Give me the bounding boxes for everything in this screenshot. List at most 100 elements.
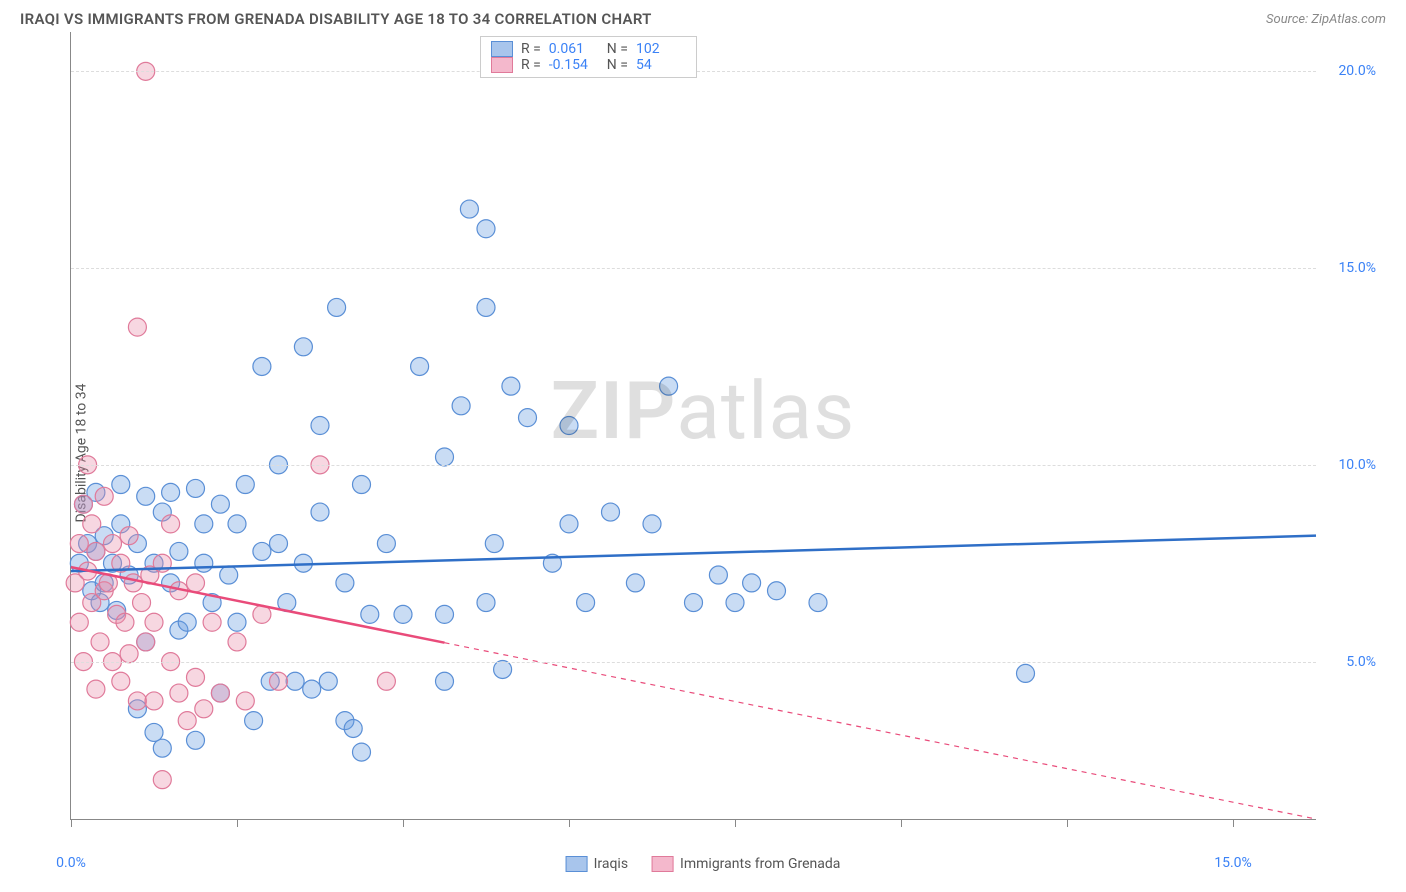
- gridline: [71, 465, 1316, 466]
- scatter-point: [460, 200, 478, 218]
- scatter-point: [87, 680, 105, 698]
- scatter-point: [809, 594, 827, 612]
- scatter-point: [124, 574, 142, 592]
- y-tick-label: 15.0%: [1338, 260, 1376, 276]
- n-label: N =: [607, 41, 628, 57]
- r-value: 0.061: [549, 41, 599, 57]
- scatter-point: [286, 672, 304, 690]
- legend-swatch: [566, 856, 588, 872]
- scatter-point: [353, 743, 371, 761]
- y-tick-label: 5.0%: [1346, 654, 1376, 670]
- scatter-point: [104, 535, 122, 553]
- scatter-point: [311, 417, 329, 435]
- scatter-point: [116, 613, 134, 631]
- y-tick-label: 20.0%: [1338, 63, 1376, 79]
- r-label: R =: [521, 41, 541, 57]
- scatter-point: [245, 712, 263, 730]
- scatter-point: [91, 633, 109, 651]
- scatter-point: [195, 700, 213, 718]
- scatter-point: [436, 448, 454, 466]
- r-label: R =: [521, 57, 541, 73]
- scatter-point: [743, 574, 761, 592]
- gridline: [71, 268, 1316, 269]
- scatter-point: [411, 357, 429, 375]
- scatter-point: [112, 672, 130, 690]
- scatter-point: [361, 605, 379, 623]
- scatter-point: [353, 476, 371, 494]
- scatter-point: [211, 684, 229, 702]
- scatter-point: [436, 672, 454, 690]
- scatter-point: [477, 220, 495, 238]
- source-attribution: Source: ZipAtlas.com: [1266, 12, 1386, 27]
- legend-swatch: [491, 41, 513, 57]
- scatter-point: [120, 527, 138, 545]
- scatter-point: [145, 723, 163, 741]
- legend-correlation-row: R =-0.154N =54: [491, 57, 686, 73]
- scatter-point: [178, 613, 196, 631]
- scatter-point: [452, 397, 470, 415]
- scatter-point: [660, 377, 678, 395]
- legend-correlation: R =0.061N =102R =-0.154N =54: [480, 36, 697, 78]
- scatter-point: [477, 594, 495, 612]
- scatter-point: [560, 515, 578, 533]
- scatter-point: [137, 633, 155, 651]
- scatter-point: [685, 594, 703, 612]
- x-tick-label: 0.0%: [56, 855, 86, 871]
- n-value: 102: [636, 41, 686, 57]
- scatter-point: [187, 574, 205, 592]
- scatter-point: [377, 672, 395, 690]
- scatter-point: [128, 318, 146, 336]
- x-tick: [237, 819, 238, 827]
- scatter-point: [145, 692, 163, 710]
- scatter-point: [270, 535, 288, 553]
- r-value: -0.154: [549, 57, 599, 73]
- trend-line-dashed: [445, 643, 1317, 819]
- scatter-point: [128, 692, 146, 710]
- scatter-point: [236, 692, 254, 710]
- x-tick: [901, 819, 902, 827]
- legend-series-label: Iraqis: [594, 856, 628, 872]
- scatter-point: [195, 515, 213, 533]
- scatter-point: [187, 731, 205, 749]
- legend-series-label: Immigrants from Grenada: [680, 856, 840, 872]
- legend-series-item: Iraqis: [566, 856, 628, 872]
- scatter-point: [195, 554, 213, 572]
- scatter-point: [112, 476, 130, 494]
- scatter-point: [133, 594, 151, 612]
- scatter-point: [187, 668, 205, 686]
- plot-area: 5.0%10.0%15.0%20.0%0.0%15.0%: [70, 32, 1316, 820]
- legend-series: Iraqis Immigrants from Grenada: [566, 856, 841, 872]
- scatter-point: [270, 672, 288, 690]
- scatter-point: [726, 594, 744, 612]
- gridline: [71, 662, 1316, 663]
- x-tick: [735, 819, 736, 827]
- y-tick-label: 10.0%: [1338, 457, 1376, 473]
- scatter-point: [187, 479, 205, 497]
- scatter-point: [228, 633, 246, 651]
- scatter-point: [170, 542, 188, 560]
- scatter-point: [162, 483, 180, 501]
- scatter-point: [95, 487, 113, 505]
- scatter-point: [626, 574, 644, 592]
- n-label: N =: [607, 57, 628, 73]
- scatter-point: [485, 535, 503, 553]
- legend-swatch: [491, 57, 513, 73]
- scatter-point: [344, 719, 362, 737]
- scatter-point: [153, 771, 171, 789]
- scatter-point: [477, 298, 495, 316]
- scatter-point: [560, 417, 578, 435]
- legend-series-item: Immigrants from Grenada: [652, 856, 840, 872]
- scatter-point: [577, 594, 595, 612]
- chart-title: IRAQI VS IMMIGRANTS FROM GRENADA DISABIL…: [20, 10, 652, 28]
- scatter-point: [211, 495, 229, 513]
- scatter-point: [253, 357, 271, 375]
- x-tick: [1067, 819, 1068, 827]
- x-tick-label: 15.0%: [1214, 855, 1252, 871]
- scatter-point: [519, 409, 537, 427]
- scatter-point: [70, 613, 88, 631]
- scatter-point: [643, 515, 661, 533]
- scatter-point: [768, 582, 786, 600]
- scatter-point: [120, 645, 138, 663]
- scatter-point: [1017, 664, 1035, 682]
- scatter-point: [294, 338, 312, 356]
